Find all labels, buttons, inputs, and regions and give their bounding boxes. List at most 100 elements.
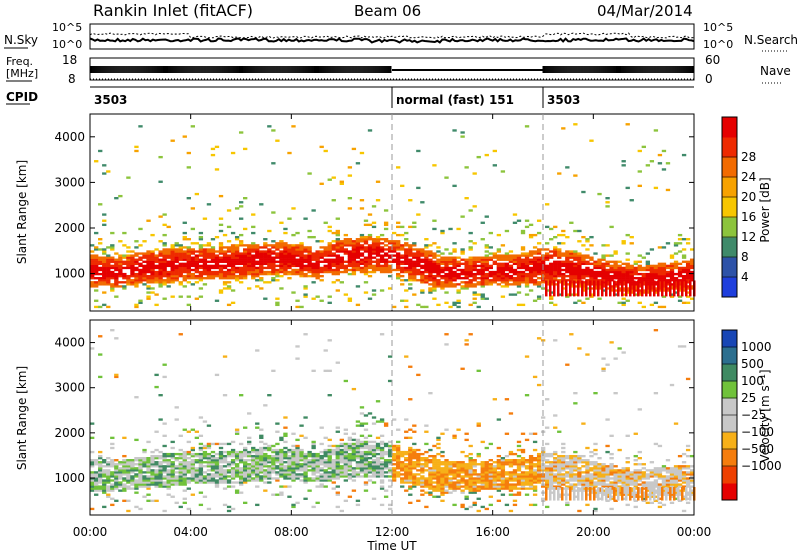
velocity-cell [452,489,457,492]
power-fast-stripe [557,280,560,297]
power-cell [649,268,655,272]
power-cell [432,266,437,270]
power-cell [343,233,349,237]
power-cell [649,274,655,278]
power-cell [271,246,276,249]
power-cell [496,277,502,280]
velocity-cell [194,454,200,458]
power-cell [545,268,550,272]
power-cell [307,260,312,263]
power-cell [251,264,256,268]
power-cell [371,270,377,274]
velocity-cell [158,457,163,460]
power-cell [396,262,401,266]
velocity-cell [396,475,401,478]
power-cell [251,262,256,266]
power-cell [681,268,687,272]
velocity-cell [420,479,425,482]
power-cell [351,266,357,270]
velocity-cell [460,450,465,454]
velocity-cell [267,461,272,464]
velocity-cell [154,463,159,466]
power-cell [396,233,401,237]
velocity-cell [303,481,308,484]
velocity-cell [130,477,135,480]
velocity-cell [460,367,465,370]
velocity-cell [174,467,179,470]
velocity-cell [275,442,280,446]
power-cell [146,266,151,270]
noise-tick-top-left: 10^5 [52,21,82,34]
velocity-cell [291,471,296,474]
power-cell [609,287,614,290]
velocity-cell [222,450,228,454]
velocity-cell [90,487,95,490]
velocity-cell [275,467,280,470]
power-cell [202,250,208,253]
power-cell [279,264,284,268]
velocity-cell [243,459,248,462]
velocity-cell [110,465,115,468]
power-cell [408,277,413,280]
power-cell [275,139,280,142]
velocity-cell [106,471,111,474]
velocity-cell [303,416,308,419]
velocity-cell [198,442,204,446]
velocity-cell [359,461,365,464]
power-cell [110,256,115,259]
power-cell [484,268,489,272]
power-cell [601,283,606,286]
velocity-cell [335,450,340,454]
power-cell [251,277,256,280]
power-cell [601,281,606,284]
velocity-cell [476,422,481,425]
velocity-cell [214,463,220,466]
power-cell [484,266,489,270]
velocity-cell [182,471,187,474]
power-cell [516,272,522,276]
power-cell [255,252,260,255]
power-cell [154,303,159,307]
power-cell [444,285,449,288]
power-cell [198,250,204,253]
velocity-cell [198,503,204,507]
y-tick-label: 3000 [54,175,85,189]
power-cell [319,266,324,270]
velocity-cell [355,499,361,502]
power-fast-stripe [553,280,556,297]
power-cell [94,268,99,272]
velocity-cell [251,477,256,480]
power-cell [400,274,405,278]
velocity-cell [408,493,413,496]
velocity-cell [214,471,220,474]
velocity-cell [412,442,417,446]
power-cell [234,248,240,251]
power-cell [247,260,252,263]
velocity-cell [174,477,179,480]
power-cell [404,268,409,272]
velocity-cell [392,479,397,482]
velocity-cell [283,450,288,454]
velocity-cell [170,446,175,450]
velocity-cell [472,471,477,474]
velocity-cell [468,461,473,464]
power-cell [396,272,401,276]
velocity-cell [166,463,171,466]
velocity-cell [275,454,280,458]
velocity-cell [400,477,405,480]
power-cell [432,297,437,300]
power-cell [190,258,195,261]
velocity-cell [287,457,292,460]
power-cell [162,270,167,274]
power-cell [383,248,389,251]
power-cell [673,281,679,284]
power-cell [255,274,260,278]
power-cell [114,252,119,255]
velocity-cell [408,479,413,482]
power-cell [484,264,489,268]
velocity-cell [166,487,171,490]
velocity-cell [412,448,417,452]
velocity-cell [387,461,393,464]
power-cell [238,281,244,284]
power-cell [512,281,518,284]
